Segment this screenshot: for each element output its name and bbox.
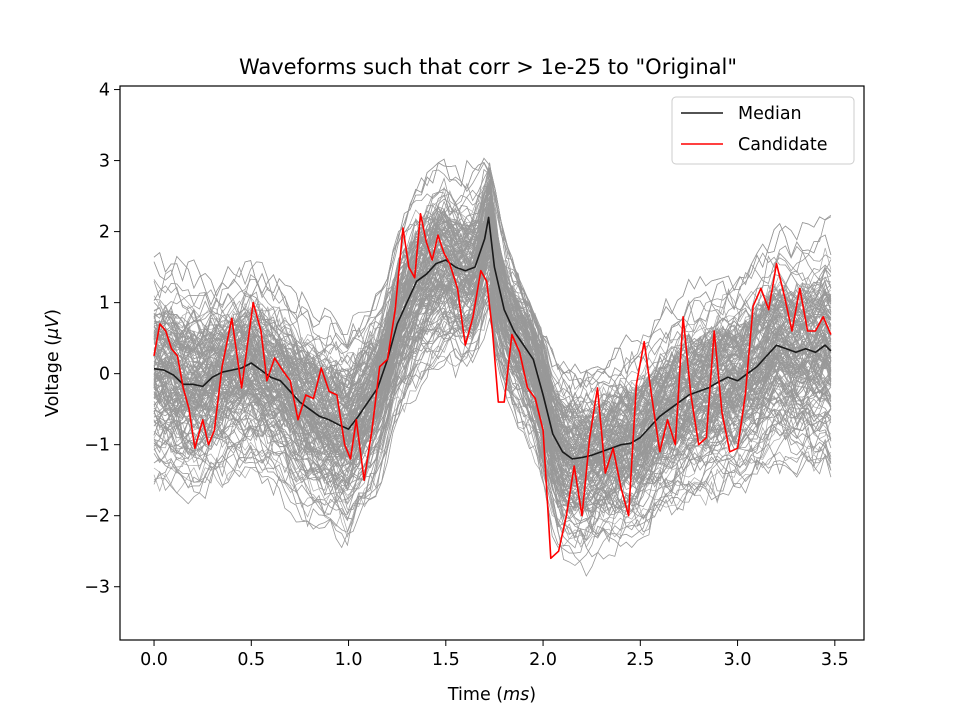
x-tick-label: 0.5 xyxy=(237,650,265,670)
waveform-trace xyxy=(153,278,832,509)
y-tick-label: 3 xyxy=(99,152,110,172)
y-tick-label: 2 xyxy=(99,223,110,243)
waveform-trace xyxy=(153,290,832,531)
waveform-trace xyxy=(153,161,832,375)
waveform-trace xyxy=(153,157,832,389)
legend: Median Candidate xyxy=(671,96,855,165)
x-axis-label: Time (ms) xyxy=(447,685,536,705)
waveform-trace xyxy=(153,264,832,514)
y-tick-label: −3 xyxy=(84,578,110,598)
waveform-trace xyxy=(153,166,832,388)
x-tick-label: 3.0 xyxy=(724,650,752,670)
waveform-trace xyxy=(153,232,832,477)
y-axis-label-prefix: Voltage ( xyxy=(43,339,63,417)
y-tick-label: −2 xyxy=(84,507,110,527)
y-axis-label-suffix: ) xyxy=(43,309,63,316)
waveform-trace xyxy=(153,256,832,494)
waveform-trace xyxy=(153,181,832,434)
candidate-layer xyxy=(153,213,832,560)
waveform-trace xyxy=(153,188,832,437)
chart-title: Waveforms such that corr > 1e-25 to "Ori… xyxy=(239,55,737,79)
waveform-trace xyxy=(153,185,832,426)
x-tick-label: 2.5 xyxy=(626,650,654,670)
y-axis-label-unit: μV xyxy=(43,315,63,340)
x-tick-label: 0.0 xyxy=(140,650,168,670)
legend-median-label: Median xyxy=(738,104,802,124)
legend-candidate-label: Candidate xyxy=(738,135,827,155)
waveform-trace xyxy=(153,207,832,440)
waveform-trace xyxy=(153,291,832,514)
waveform-trace xyxy=(153,296,832,558)
waveform-trace xyxy=(153,241,832,485)
y-tick-label: 0 xyxy=(99,365,110,385)
x-axis-label-unit: ms xyxy=(503,685,529,705)
y-tick-label: −1 xyxy=(84,436,110,456)
x-axis-label-suffix: ) xyxy=(529,685,536,705)
y-tick-label: 1 xyxy=(99,294,110,314)
waveform-trace xyxy=(153,188,832,420)
x-tick-label: 2.0 xyxy=(529,650,557,670)
y-axis-ticks: −3 −2 −1 0 1 2 3 4 xyxy=(84,81,120,598)
x-tick-label: 3.5 xyxy=(821,650,849,670)
x-axis-label-prefix: Time ( xyxy=(447,685,503,705)
waveform-trace xyxy=(153,209,832,457)
y-axis-label: Voltage (μV) xyxy=(43,309,63,417)
plot-frame xyxy=(119,85,865,641)
x-tick-label: 1.0 xyxy=(335,650,363,670)
waveform-trace xyxy=(153,268,832,539)
candidate-line xyxy=(153,213,832,560)
x-axis-ticks: 0.0 0.5 1.0 1.5 2.0 2.5 3.0 3.5 xyxy=(140,640,849,670)
waveform-trace xyxy=(153,170,832,419)
x-tick-label: 1.5 xyxy=(432,650,460,670)
y-tick-label: 4 xyxy=(99,81,110,101)
waveform-trace xyxy=(153,259,832,519)
